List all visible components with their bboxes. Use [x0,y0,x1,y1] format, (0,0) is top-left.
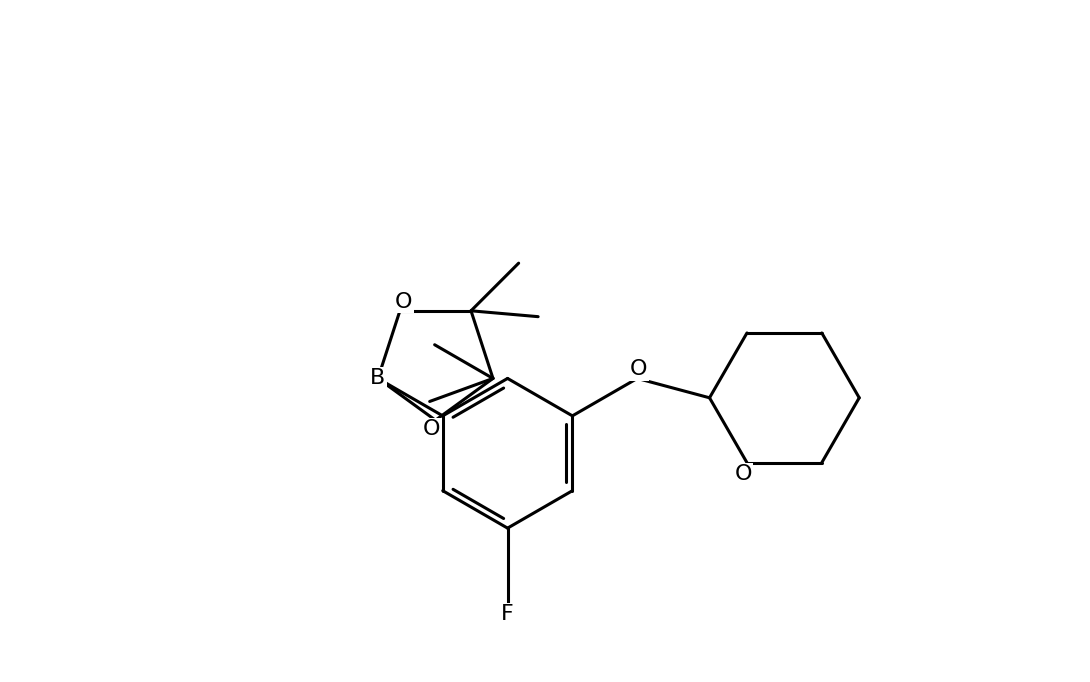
Text: B: B [371,368,386,389]
Text: O: O [630,359,647,379]
Text: F: F [501,604,514,624]
Text: O: O [735,464,752,484]
Text: O: O [423,419,440,439]
Text: O: O [395,292,412,312]
